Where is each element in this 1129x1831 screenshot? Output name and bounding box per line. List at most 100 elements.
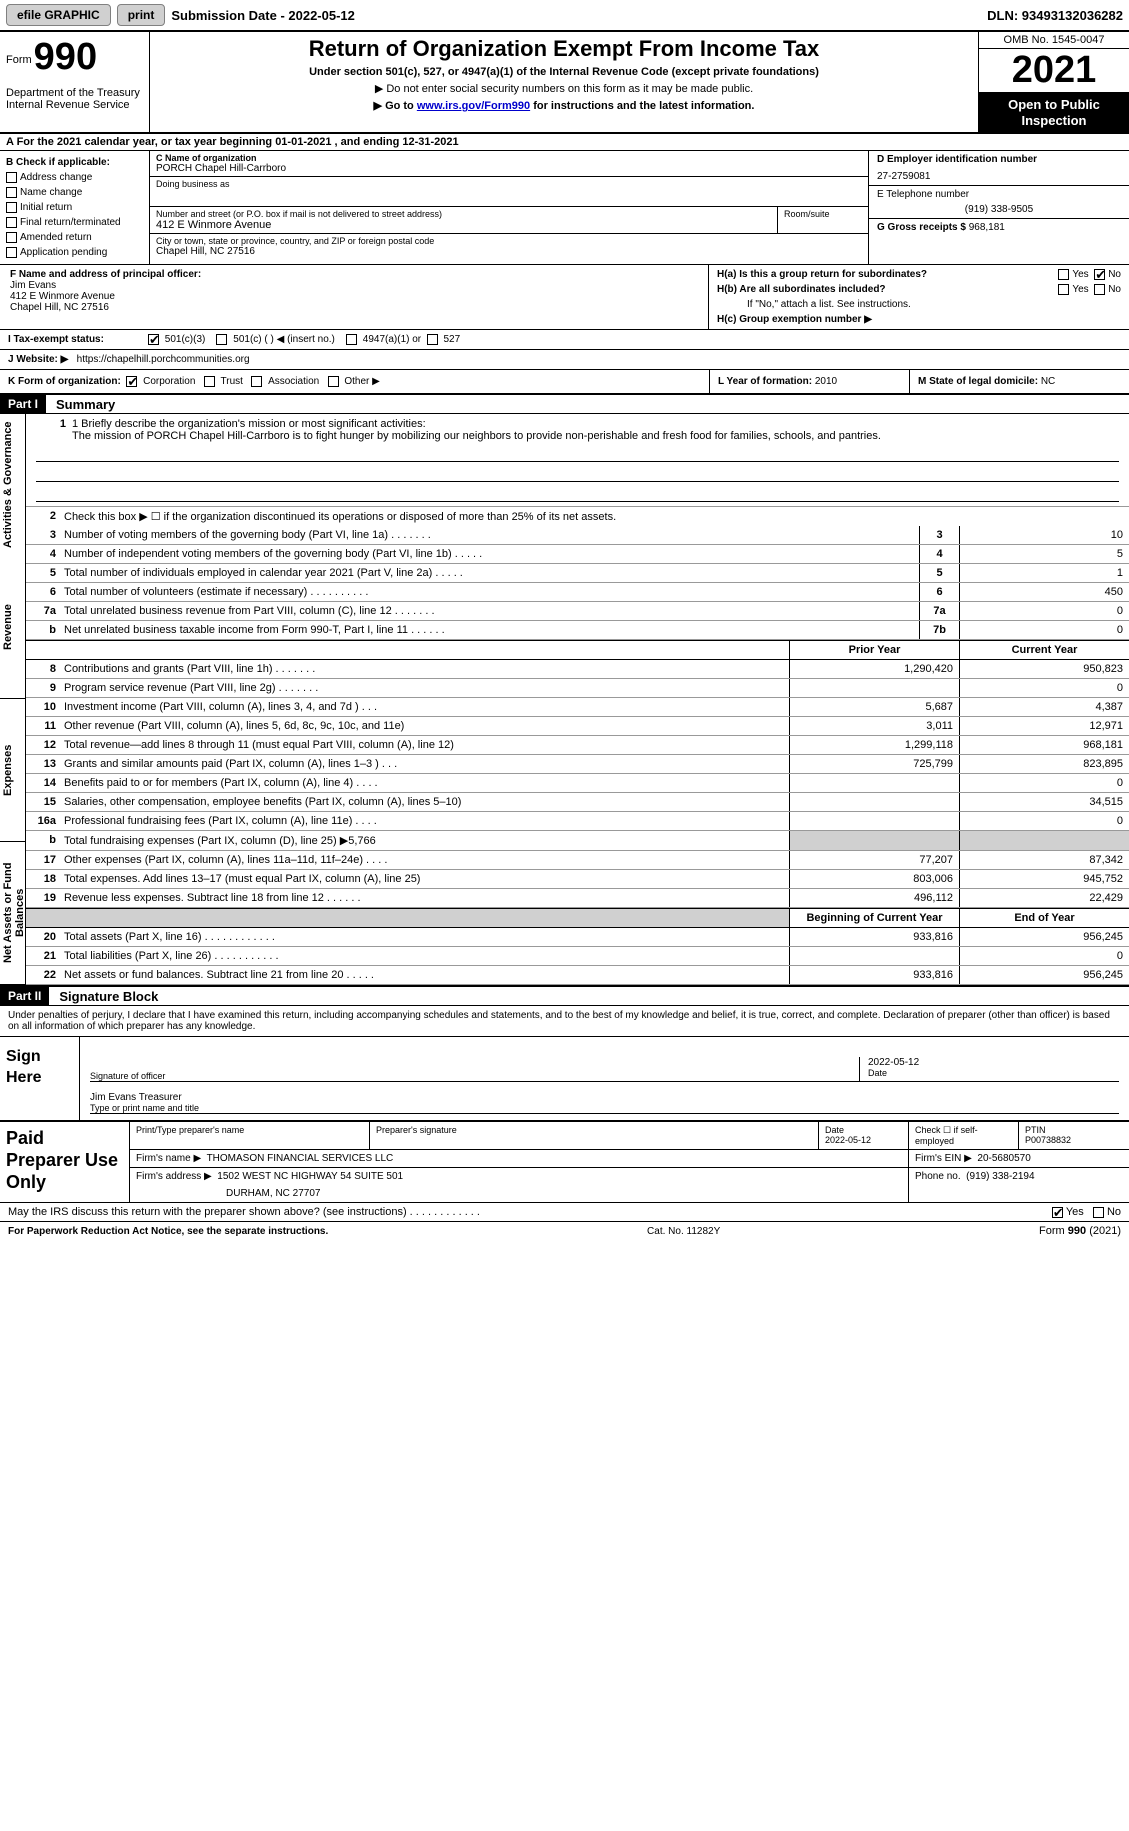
label-4947: 4947(a)(1) or [363,334,421,345]
check-527[interactable] [427,334,438,345]
summary-line: 21Total liabilities (Part X, line 26) . … [26,947,1129,966]
line-i-label: I Tax-exempt status: [8,334,148,345]
org-name: PORCH Chapel Hill-Carrboro [156,163,862,174]
city-label: City or town, state or province, country… [156,236,862,246]
form-subtitle-1: Under section 501(c), 527, or 4947(a)(1)… [156,66,972,78]
check-final-return[interactable] [6,217,17,228]
line-j-label: J Website: ▶ [8,354,68,365]
street-value: 412 E Winmore Avenue [156,219,771,231]
sig-officer-label: Signature of officer [90,1071,859,1081]
goto-suffix: for instructions and the latest informat… [530,100,754,112]
vtab-netassets: Net Assets or Fund Balances [0,842,25,985]
line-j-website: J Website: ▶ https://chapelhill.porchcom… [0,350,1129,370]
org-info-block: B Check if applicable: Address change Na… [0,151,1129,265]
check-other[interactable] [328,376,339,387]
topbar: efile GRAPHIC print Submission Date - 20… [0,0,1129,32]
check-hb-no[interactable] [1094,284,1105,295]
check-501c3[interactable] [148,334,159,345]
page-footer: For Paperwork Reduction Act Notice, see … [0,1222,1129,1240]
part2-header-row: Part II Signature Block [0,987,1129,1006]
summary-line: 14Benefits paid to or for members (Part … [26,774,1129,793]
officer-group-block: F Name and address of principal officer:… [0,265,1129,330]
print-button[interactable]: print [117,4,166,26]
label-amended: Amended return [20,232,92,243]
discuss-row: May the IRS discuss this return with the… [0,1203,1129,1222]
check-address-change[interactable] [6,172,17,183]
firm-addr2-value: DURHAM, NC 27707 [136,1182,902,1199]
vertical-tabs: Activities & Governance Revenue Expenses… [0,414,26,985]
submission-date: Submission Date - 2022-05-12 [171,8,355,23]
check-501c[interactable] [216,334,227,345]
paid-preparer-block: Paid Preparer Use Only Print/Type prepar… [0,1122,1129,1203]
label-yes-2: Yes [1072,284,1088,295]
vtab-expenses: Expenses [0,699,25,842]
hb-note: If "No," attach a list. See instructions… [717,299,1121,310]
part1-title: Summary [46,397,115,412]
sig-date-label: Date [868,1068,1119,1078]
label-name-change: Name change [20,187,82,198]
year-formation: 2010 [815,376,837,387]
part2-header: Part II [0,987,49,1005]
vtab-revenue: Revenue [0,556,25,699]
officer-printed-name: Jim Evans Treasurer [90,1092,859,1103]
officer-street: 412 E Winmore Avenue [10,291,698,302]
summary-line: 19Revenue less expenses. Subtract line 1… [26,889,1129,908]
sign-here-label: Sign Here [0,1037,80,1120]
summary-line: 11Other revenue (Part VIII, column (A), … [26,717,1129,736]
label-assoc: Association [268,376,319,387]
goto-prefix: ▶ Go to [374,100,417,112]
footer-right: Form 990 (2021) [1039,1225,1121,1237]
label-501c: 501(c) ( ) ◀ (insert no.) [233,334,335,345]
part2-title: Signature Block [49,989,158,1004]
check-corporation[interactable] [126,376,137,387]
ein-value: 27-2759081 [877,171,1121,182]
mission-text: The mission of PORCH Chapel Hill-Carrbor… [72,430,1119,442]
check-application-pending[interactable] [6,247,17,258]
mission-label: 1 Briefly describe the organization's mi… [72,418,1119,430]
efile-button[interactable]: efile GRAPHIC [6,4,111,26]
sig-date-value: 2022-05-12 [868,1057,1119,1068]
website-url: https://chapelhill.porchcommunities.org [77,354,250,365]
firm-ein-value: 20-5680570 [977,1153,1030,1164]
check-4947[interactable] [346,334,357,345]
check-initial-return[interactable] [6,202,17,213]
check-trust[interactable] [204,376,215,387]
summary-line: 5Total number of individuals employed in… [26,564,1129,583]
section-f-label: F Name and address of principal officer: [10,269,698,280]
summary-line: 8Contributions and grants (Part VIII, li… [26,660,1129,679]
form-header: Form990 Department of the Treasury Inter… [0,32,1129,134]
section-b: B Check if applicable: Address change Na… [0,151,150,264]
firm-addr-label: Firm's address ▶ [136,1171,212,1182]
check-ha-no[interactable] [1094,269,1105,280]
check-hb-yes[interactable] [1058,284,1069,295]
prep-self-employed: Check ☐ if self-employed [909,1122,1019,1149]
check-ha-yes[interactable] [1058,269,1069,280]
prep-sig-label: Preparer's signature [370,1122,819,1149]
check-discuss-yes[interactable] [1052,1207,1063,1218]
part1-header: Part I [0,395,46,413]
section-b-label: B Check if applicable: [6,155,143,170]
part1-header-row: Part I Summary [0,395,1129,414]
summary-line: 20Total assets (Part X, line 16) . . . .… [26,928,1129,947]
phone-value: (919) 338-9505 [877,204,1121,215]
state-domicile: NC [1041,376,1055,387]
check-association[interactable] [251,376,262,387]
line-l-label: L Year of formation: [718,376,812,387]
firm-phone-label: Phone no. [915,1171,961,1182]
check-amended[interactable] [6,232,17,243]
paid-preparer-label: Paid Preparer Use Only [0,1122,130,1202]
col-current-year: Current Year [959,641,1129,659]
ptin-label: PTIN [1025,1125,1123,1135]
phone-label: E Telephone number [877,189,1121,200]
irs-link[interactable]: www.irs.gov/Form990 [417,100,530,112]
label-no: No [1108,269,1121,280]
label-corp: Corporation [143,376,195,387]
gross-receipts-value: 968,181 [969,222,1005,233]
check-name-change[interactable] [6,187,17,198]
form-number: 990 [34,36,97,79]
col-begin-year: Beginning of Current Year [789,909,959,927]
check-discuss-no[interactable] [1093,1207,1104,1218]
hb-label: H(b) Are all subordinates included? [717,284,886,295]
line-i-tax-status: I Tax-exempt status: 501(c)(3) 501(c) ( … [0,330,1129,350]
prep-name-label: Print/Type preparer's name [130,1122,370,1149]
